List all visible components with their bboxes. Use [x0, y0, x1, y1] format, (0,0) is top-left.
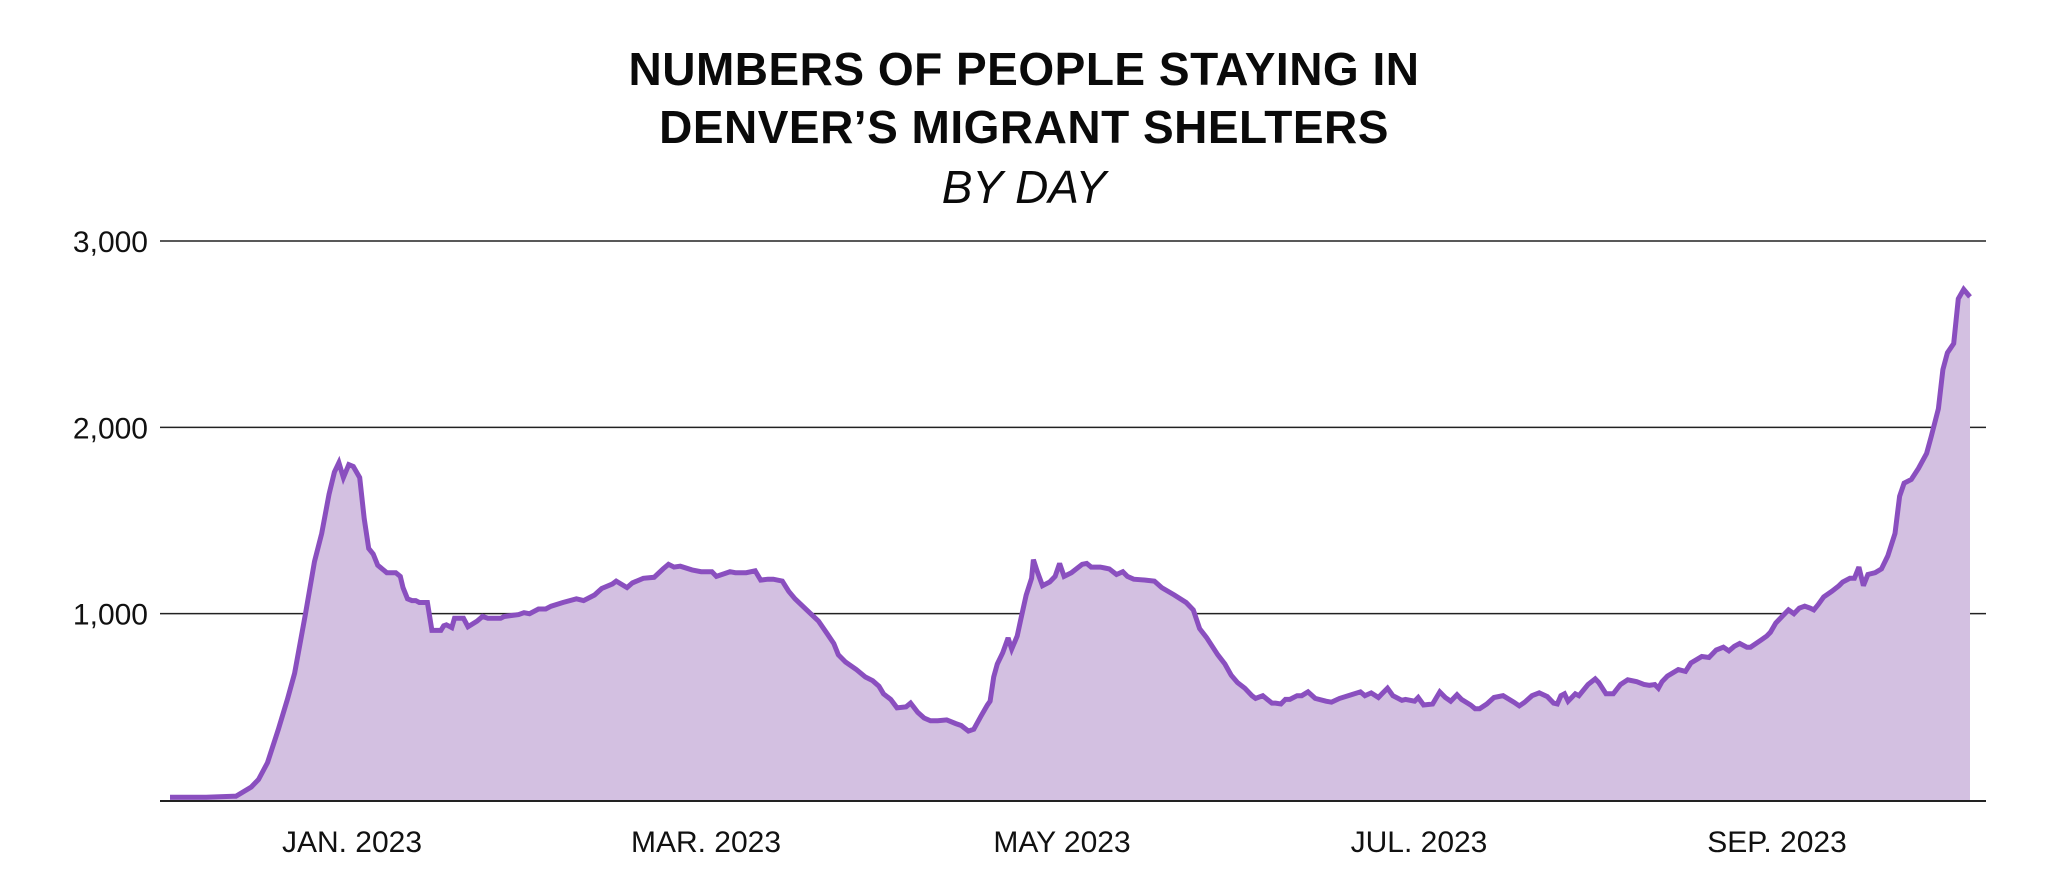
x-tick-label: JAN. 2023 — [282, 826, 422, 859]
x-axis-labels: JAN. 2023 MAR. 2023 MAY 2023 JUL. 2023 SEP. … — [282, 826, 1847, 859]
y-tick-label: 1,000 — [73, 599, 148, 632]
x-tick-label: MAY 2023 — [993, 826, 1130, 859]
series-line — [170, 285, 1972, 800]
chart-subtitle: BY DAY — [941, 161, 1107, 213]
x-tick-label: MAR. 2023 — [631, 826, 781, 859]
x-tick-label: SEP. 2023 — [1707, 826, 1847, 859]
area-fill — [170, 289, 1970, 800]
chart-title-block: NUMBERS OF PEOPLE STAYING IN DENVER’S MI… — [0, 40, 2048, 216]
y-tick-label: 2,000 — [73, 412, 148, 445]
gridlines — [160, 240, 1986, 615]
chart-title-line-1: NUMBERS OF PEOPLE STAYING IN — [628, 43, 1420, 95]
chart-title-line-2: DENVER’S MIGRANT SHELTERS — [659, 101, 1389, 153]
y-axis-labels: 1,000 2,000 3,000 — [73, 226, 148, 632]
y-tick-label: 3,000 — [73, 226, 148, 259]
x-tick-label: JUL. 2023 — [1351, 826, 1488, 859]
